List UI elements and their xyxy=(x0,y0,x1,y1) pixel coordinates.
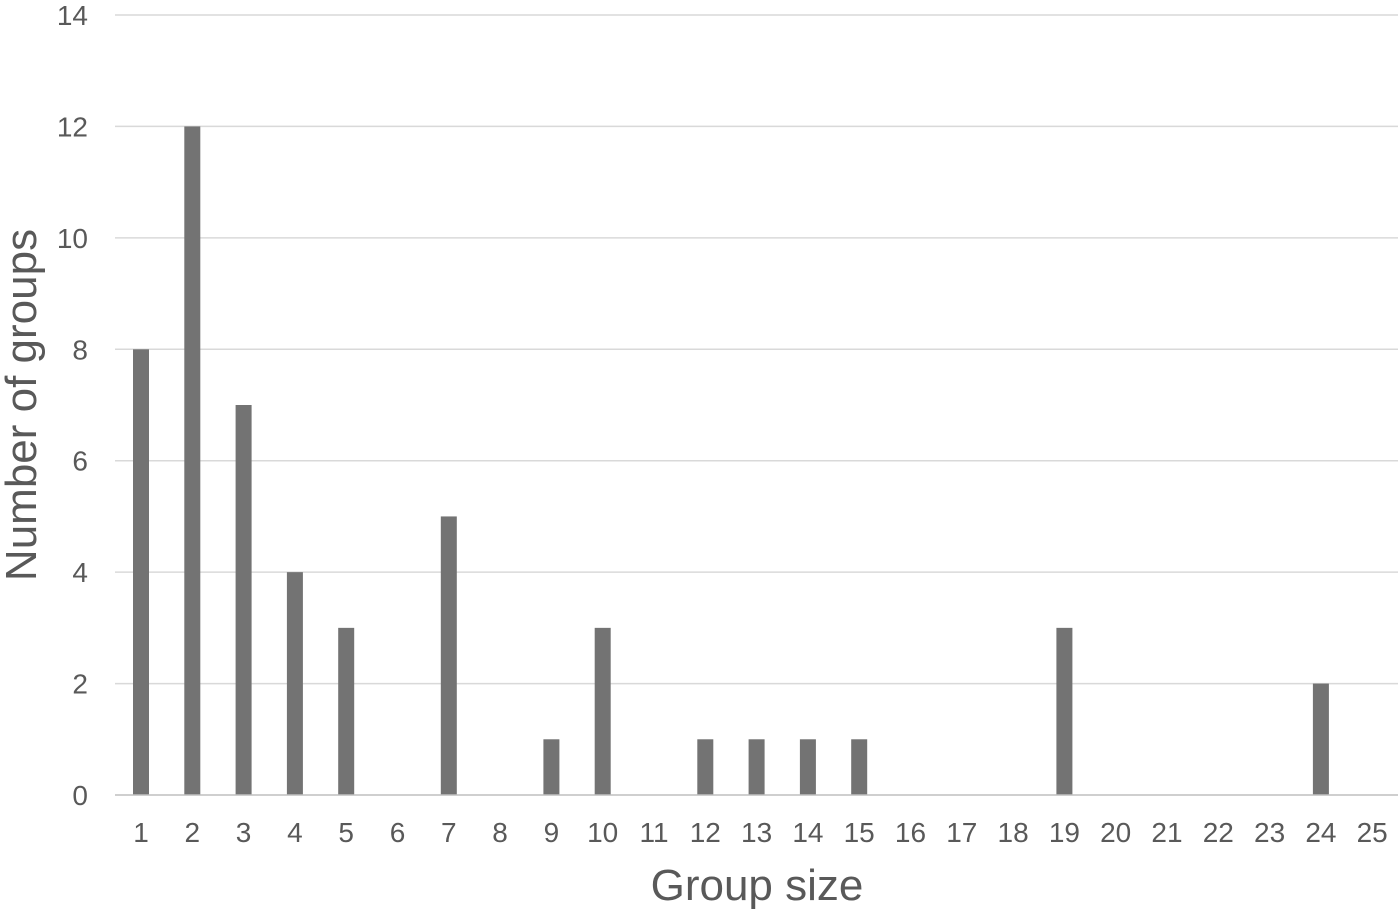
x-tick-label: 17 xyxy=(946,817,977,848)
bar xyxy=(697,739,714,795)
x-tick-label: 10 xyxy=(587,817,618,848)
bar xyxy=(799,739,816,795)
x-tick-labels: 1 2 3 4 5 6 7 8 9 10 11 12 13 14 15 16 17 18 19 20 21 22 23 24 2… xyxy=(133,817,1388,848)
x-tick-label: 12 xyxy=(690,817,721,848)
y-tick-label: 0 xyxy=(72,780,88,811)
y-tick-labels: 0 2 4 6 8 10 12 14 xyxy=(57,0,88,811)
x-tick-label: 23 xyxy=(1254,817,1285,848)
x-tick-label: 7 xyxy=(441,817,457,848)
y-tick-label: 14 xyxy=(57,0,88,31)
bar xyxy=(338,627,355,795)
y-tick-label: 2 xyxy=(72,669,88,700)
x-tick-label: 18 xyxy=(998,817,1029,848)
x-tick-label: 13 xyxy=(741,817,772,848)
x-tick-label: 11 xyxy=(639,817,668,848)
bars xyxy=(133,126,1329,795)
bar xyxy=(440,516,457,795)
x-tick-label: 16 xyxy=(895,817,926,848)
x-tick-label: 5 xyxy=(338,817,354,848)
bar xyxy=(286,572,303,795)
x-tick-label: 15 xyxy=(844,817,875,848)
x-tick-label: 9 xyxy=(544,817,560,848)
x-axis-title: Group size xyxy=(651,861,864,910)
y-tick-label: 8 xyxy=(72,334,88,365)
x-tick-label: 14 xyxy=(792,817,823,848)
y-tick-label: 6 xyxy=(72,446,88,477)
bar xyxy=(594,627,611,795)
y-axis-title: Number of groups xyxy=(0,229,46,581)
x-tick-label: 19 xyxy=(1049,817,1080,848)
bar xyxy=(543,739,560,795)
x-tick-label: 4 xyxy=(287,817,303,848)
x-tick-label: 1 xyxy=(133,817,149,848)
bar xyxy=(133,349,149,795)
x-tick-label: 25 xyxy=(1357,817,1388,848)
bar xyxy=(235,405,252,795)
bar xyxy=(748,739,765,795)
gridlines xyxy=(115,14,1398,685)
bar xyxy=(184,126,201,795)
y-tick-label: 12 xyxy=(57,111,88,142)
bar xyxy=(851,739,868,795)
x-tick-label: 8 xyxy=(492,817,508,848)
x-tick-label: 20 xyxy=(1100,817,1131,848)
x-tick-label: 22 xyxy=(1203,817,1234,848)
x-tick-label: 3 xyxy=(236,817,252,848)
bar xyxy=(1312,683,1329,795)
x-tick-label: 21 xyxy=(1151,817,1182,848)
x-tick-label: 24 xyxy=(1305,817,1336,848)
x-tick-label: 6 xyxy=(390,817,406,848)
x-tick-label: 2 xyxy=(185,817,201,848)
y-tick-label: 4 xyxy=(72,557,88,588)
y-tick-label: 10 xyxy=(57,223,88,254)
bar xyxy=(1056,627,1073,795)
